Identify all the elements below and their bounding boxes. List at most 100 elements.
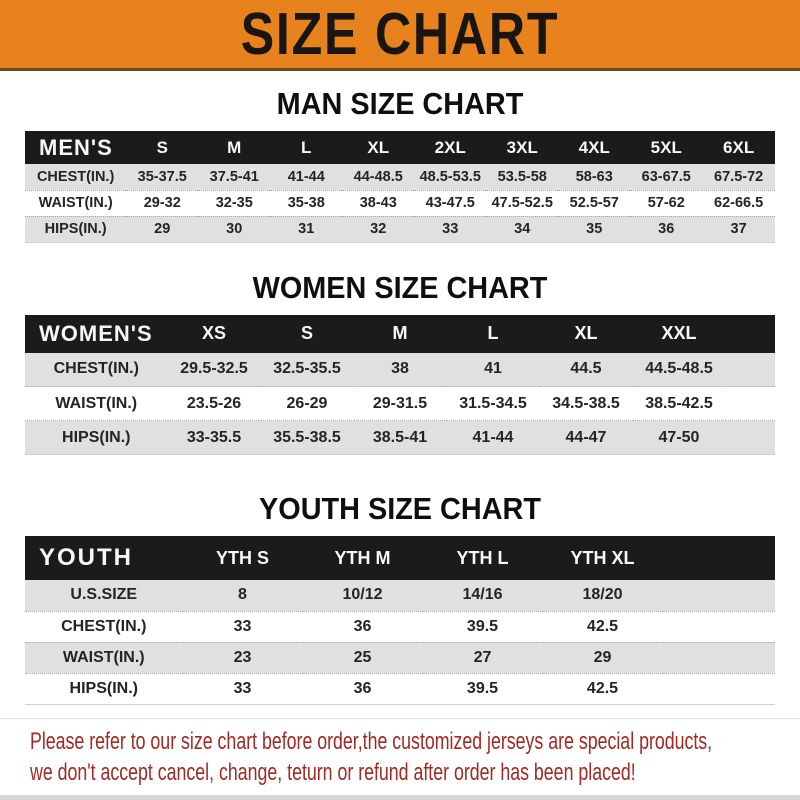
size-cell: 31.5-34.5 — [459, 394, 527, 412]
filler-cell — [663, 673, 776, 704]
size-cell: 8 — [238, 586, 247, 604]
size-cell: 33 — [233, 617, 252, 635]
size-cell: 32.5-35.5 — [273, 360, 341, 378]
size-cell: 52.5-57 — [569, 195, 619, 211]
size-cell: 44-47 — [565, 428, 607, 446]
row-label: WAIST(IN.) — [62, 648, 145, 666]
filler-cell — [726, 315, 776, 353]
women-size-chart-section: WOMEN SIZE CHART WOMEN'S XS S M L XL XXL… — [0, 270, 800, 455]
youth-header-row: YOUTH YTH S YTH M YTH L YTH XL — [25, 536, 775, 580]
table-row: WAIST(IN.) 29-32 32-35 35-38 38-43 43-47… — [25, 190, 775, 216]
size-cell: 41-44 — [472, 428, 514, 446]
size-col-header: XXL — [661, 323, 697, 343]
page-title: SIZE CHART — [240, 0, 560, 68]
row-label: HIPS(IN.) — [62, 428, 131, 446]
men-size-table: MEN'S S M L XL 2XL 3XL 4XL 5XL 6XL CHEST… — [25, 131, 775, 243]
disclaimer-line-1: Please refer to our size chart before or… — [30, 727, 713, 755]
size-cell: 57-62 — [647, 195, 685, 211]
youth-chart-title: YOUTH SIZE CHART — [259, 491, 541, 526]
table-row: CHEST(IN.) 29.5-32.5 32.5-35.5 38 41 44.… — [25, 352, 775, 387]
table-row: HIPS(IN.) 33 36 39.5 42.5 — [25, 673, 775, 704]
disclaimer-line-2: we don't accept cancel, change, teturn o… — [30, 758, 636, 786]
filler-cell — [663, 580, 776, 611]
table-row: CHEST(IN.) 35-37.5 37.5-41 41-44 44-48.5… — [25, 164, 775, 190]
men-table-corner-label: MEN'S — [39, 134, 113, 160]
size-col-header: 6XL — [723, 137, 755, 157]
size-cell: 37 — [730, 221, 747, 237]
size-col-header: 2XL — [434, 137, 466, 157]
women-header-row: WOMEN'S XS S M L XL XXL — [25, 314, 776, 353]
row-label: WAIST(IN.) — [55, 394, 138, 412]
size-cell: 47-50 — [658, 428, 700, 446]
size-cell: 38 — [391, 360, 409, 378]
size-cell: 35-37.5 — [137, 168, 187, 185]
row-label: U.S.SIZE — [70, 586, 138, 604]
women-size-table: WOMEN'S XS S M L XL XXL CHEST(IN.) 29.5-… — [25, 314, 776, 455]
size-cell: 35-38 — [287, 195, 325, 211]
size-cell: 14/16 — [462, 586, 503, 604]
size-cell: 38-43 — [359, 195, 397, 211]
size-cell: 43-47.5 — [425, 195, 475, 211]
filler-cell — [663, 536, 776, 580]
size-cell: 41 — [484, 360, 502, 378]
bottom-edge-strip — [0, 795, 800, 800]
size-cell: 35 — [586, 221, 603, 237]
size-col-header: S — [300, 323, 313, 343]
size-cell: 27 — [473, 648, 492, 666]
size-cell: 38.5-41 — [372, 428, 428, 446]
size-cell: 32 — [370, 221, 387, 237]
size-cell: 29 — [154, 221, 171, 237]
size-cell: 38.5-42.5 — [645, 394, 713, 412]
table-row: HIPS(IN.) 29 30 31 32 33 34 35 36 37 — [25, 216, 775, 242]
size-cell: 47.5-52.5 — [491, 195, 553, 211]
size-col-header: 3XL — [506, 137, 538, 157]
size-cell: 42.5 — [586, 679, 619, 697]
size-col-header: YTH L — [456, 547, 509, 568]
row-label: CHEST(IN.) — [36, 168, 115, 185]
size-col-header: 4XL — [578, 137, 610, 157]
filler-cell — [663, 642, 776, 673]
size-col-header: 5XL — [650, 137, 682, 157]
size-cell: 33 — [442, 221, 459, 237]
size-col-header: M — [227, 137, 242, 157]
size-cell: 29 — [593, 648, 612, 666]
size-col-header: XS — [201, 323, 226, 343]
size-cell: 67.5-72 — [714, 168, 764, 185]
size-cell: 33 — [233, 679, 252, 697]
row-label: HIPS(IN.) — [69, 679, 138, 697]
filler-cell — [726, 421, 776, 455]
size-cell: 25 — [353, 648, 372, 666]
size-col-header: XL — [367, 137, 390, 157]
size-cell: 10/12 — [342, 586, 383, 604]
youth-size-table: YOUTH YTH S YTH M YTH L YTH XL U.S.SIZE … — [25, 536, 775, 705]
size-cell: 36 — [353, 679, 372, 697]
size-cell: 36 — [353, 617, 372, 635]
size-cell: 48.5-53.5 — [419, 168, 481, 185]
table-row: WAIST(IN.) 23 25 27 29 — [25, 642, 775, 673]
size-cell: 39.5 — [466, 617, 499, 635]
row-label: HIPS(IN.) — [44, 221, 107, 237]
size-cell: 23 — [233, 648, 252, 666]
size-cell: 29-32 — [143, 195, 181, 211]
size-cell: 34 — [514, 221, 531, 237]
row-label: CHEST(IN.) — [61, 617, 147, 635]
banner: SIZE CHART — [0, 0, 800, 71]
size-col-header: M — [392, 323, 408, 343]
size-col-header: YTH S — [215, 547, 269, 568]
size-cell: 29-31.5 — [372, 394, 428, 412]
size-cell: 42.5 — [586, 617, 619, 635]
size-cell: 63-67.5 — [641, 168, 691, 185]
size-cell: 36 — [658, 221, 675, 237]
table-row: CHEST(IN.) 33 36 39.5 42.5 — [25, 611, 775, 642]
men-header-row: MEN'S S M L XL 2XL 3XL 4XL 5XL 6XL — [25, 131, 775, 164]
size-cell: 29.5-32.5 — [180, 360, 248, 378]
women-table-corner-label: WOMEN'S — [39, 320, 153, 346]
filler-cell — [726, 387, 776, 421]
size-col-header: L — [487, 323, 499, 343]
size-cell: 39.5 — [466, 679, 499, 697]
size-cell: 31 — [298, 221, 315, 237]
table-row: HIPS(IN.) 33-35.5 35.5-38.5 38.5-41 41-4… — [25, 420, 776, 455]
filler-cell — [663, 611, 776, 642]
disclaimer: Please refer to our size chart before or… — [0, 717, 800, 788]
size-col-header: YTH XL — [570, 547, 635, 568]
